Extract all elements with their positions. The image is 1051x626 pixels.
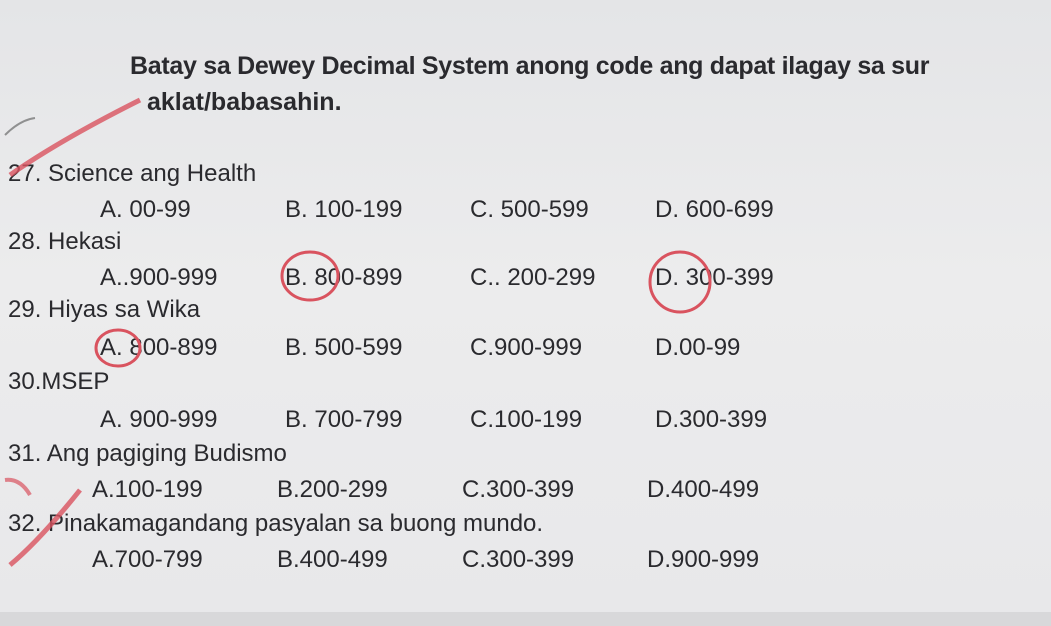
option-29-d: D.00-99 (655, 334, 741, 361)
instructions-line-1: Batay sa Dewey Decimal System anong code… (130, 52, 930, 80)
option-27-c: C. 500-599 (470, 196, 589, 223)
option-32-d: D.900-999 (647, 546, 760, 573)
option-28-d: D. 300-399 (655, 264, 774, 291)
option-32-b: B.400-499 (277, 546, 388, 573)
question-27: 27. Science ang Health (8, 160, 257, 187)
option-27-a: A. 00-99 (100, 196, 191, 223)
option-31-c: C.300-399 (462, 476, 575, 503)
option-29-a: A. 800-899 (100, 334, 218, 361)
option-28-b: B. 800-899 (285, 264, 403, 291)
question-32: 32. Pinakamagandang pasyalan sa buong mu… (8, 510, 544, 537)
instructions-line-2: aklat/babasahin. (147, 88, 342, 116)
option-27-d: D. 600-699 (655, 196, 774, 223)
question-31: 31. Ang pagiging Budismo (8, 440, 287, 467)
option-32-a: A.700-799 (92, 546, 203, 573)
option-28-c: C.. 200-299 (470, 264, 596, 291)
option-31-a: A.100-199 (92, 476, 203, 503)
option-30-d: D.300-399 (655, 406, 768, 433)
option-29-b: B. 500-599 (285, 334, 403, 361)
option-32-c: C.300-399 (462, 546, 575, 573)
question-30: 30.MSEP (8, 368, 110, 395)
option-31-d: D.400-499 (647, 476, 760, 503)
option-28-a: A..900-999 (100, 264, 218, 291)
next-page-edge (0, 612, 1051, 626)
question-29: 29. Hiyas sa Wika (8, 296, 201, 323)
option-30-a: A. 900-999 (100, 406, 218, 433)
option-29-c: C.900-999 (470, 334, 583, 361)
option-27-b: B. 100-199 (285, 196, 403, 223)
question-28: 28. Hekasi (8, 228, 122, 255)
check-mark-31 (4, 477, 32, 497)
tick-27 (4, 117, 36, 136)
option-31-b: B.200-299 (277, 476, 388, 503)
option-30-b: B. 700-799 (285, 406, 403, 433)
option-30-c: C.100-199 (470, 406, 583, 433)
